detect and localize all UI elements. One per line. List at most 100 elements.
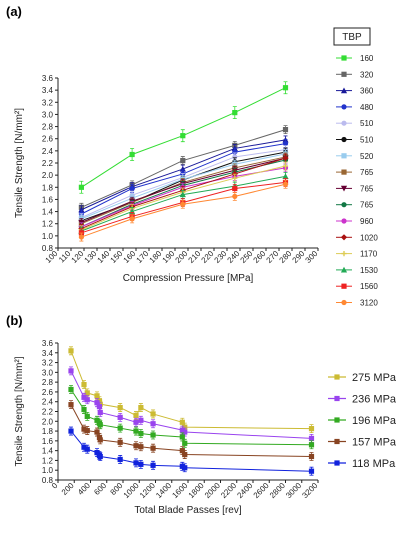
a-legend-marker [340, 87, 348, 94]
a-y-tick-label: 2.6 [42, 135, 54, 144]
b-data-point [138, 404, 144, 411]
b-data-point [133, 460, 139, 466]
a-y-tick-label: 1.8 [42, 183, 54, 192]
a-legend-label: 765 [360, 184, 374, 193]
b-legend-label: 157 MPa [352, 437, 397, 449]
b-legend-item: 118 MPa [328, 458, 396, 470]
a-legend-marker [341, 251, 347, 257]
b-x-tick-label: 2800 [268, 481, 287, 500]
b-data-point [182, 465, 188, 471]
b-legend-item: 196 MPa [328, 415, 397, 427]
b-y-tick-label: 0.8 [42, 476, 54, 485]
b-data-point [97, 437, 103, 443]
a-data-point [282, 85, 289, 91]
b-y-tick-label: 2.2 [42, 408, 54, 417]
b-y-tick-label: 3.2 [42, 359, 54, 368]
a-legend-label: 1170 [360, 250, 378, 259]
b-data-point [94, 400, 100, 406]
b-series-236 MPa [68, 366, 315, 443]
b-legend: 275 MPa 236 MPa 196 MPa 157 MPa 118 MPa [328, 372, 397, 470]
a-data-point [282, 163, 289, 169]
a-y-axis-title: Tensile Strength [N/mm²] [14, 108, 25, 218]
b-x-tick-label: 2200 [219, 481, 238, 500]
b-y-tick-label: 2.6 [42, 388, 54, 397]
a-data-point [232, 175, 238, 181]
b-y-tick-label: 1.4 [42, 447, 54, 456]
a-legend-item: 360 [336, 87, 374, 96]
b-data-point [182, 451, 188, 458]
a-legend-marker [341, 136, 347, 143]
a-legend: TBP 160 320 360 480 510 510 520 765 765 765 960 1020… [333, 27, 378, 308]
b-data-point [97, 409, 103, 416]
b-y-tick-label: 1.8 [42, 427, 54, 436]
b-data-point [68, 402, 74, 408]
a-legend-marker [341, 104, 347, 110]
a-legend-marker [341, 283, 347, 289]
b-legend-marker [334, 460, 340, 466]
b-x-axis-title: Total Blade Passes [rev] [134, 505, 241, 516]
a-legend-item: 765 [336, 168, 374, 177]
a-data-point [179, 191, 186, 198]
a-y-tick-label: 1.0 [42, 232, 54, 241]
a-legend-item: 765 [336, 201, 374, 210]
a-legend-marker [341, 153, 347, 159]
b-data-point [117, 456, 123, 463]
b-data-point [68, 386, 74, 393]
a-legend-label: 480 [360, 103, 374, 112]
b-data-point [308, 426, 315, 432]
b-data-point [133, 443, 139, 449]
a-legend-label: 960 [360, 217, 374, 226]
b-data-point [84, 427, 90, 434]
a-legend-item: 765 [336, 184, 374, 193]
b-data-point [94, 429, 100, 435]
a-data-point [232, 110, 238, 116]
a-legend-item: 510 [336, 119, 374, 128]
b-x-tick-label: 1200 [138, 481, 157, 500]
a-legend-item: 960 [336, 217, 374, 226]
a-legend-item: 520 [336, 152, 374, 161]
b-data-point [117, 439, 123, 445]
a-legend-label: 765 [360, 201, 374, 210]
b-data-point [81, 426, 87, 432]
a-data-point [78, 206, 85, 213]
b-legend-marker [334, 438, 340, 445]
b-x-tick-label: 3200 [300, 481, 319, 500]
b-y-tick-label: 1.0 [42, 466, 54, 475]
a-series-160 [78, 81, 289, 194]
b-data-point [68, 368, 74, 374]
b-series-118 MPa [68, 426, 315, 476]
a-data-point [129, 216, 135, 222]
a-legend-marker [340, 185, 348, 192]
b-data-point [308, 435, 315, 442]
a-legend-marker [341, 218, 347, 224]
a-legend-label: 360 [360, 87, 374, 96]
a-legend-item: 480 [336, 103, 374, 112]
b-x-tick-label: 200 [60, 481, 76, 497]
a-data-point [129, 185, 135, 192]
b-legend-label: 236 MPa [352, 394, 397, 406]
b-data-point [308, 468, 315, 474]
b-data-point [182, 424, 188, 430]
a-legend-label: 1020 [360, 233, 378, 242]
a-y-tick-label: 3.4 [42, 86, 54, 95]
b-legend-label: 196 MPa [352, 415, 397, 427]
b-data-point [179, 448, 185, 454]
b-legend-label: 275 MPa [352, 372, 397, 384]
b-data-point [182, 440, 188, 446]
a-y-tick-label: 0.8 [42, 244, 54, 253]
a-data-point [78, 234, 84, 240]
a-data-point [129, 151, 135, 158]
b-data-point [138, 430, 144, 437]
b-legend-label: 118 MPa [352, 458, 396, 470]
b-x-tick-label: 2600 [252, 481, 271, 500]
a-data-point [282, 181, 289, 187]
a-y-tick-label: 3.6 [42, 74, 54, 83]
b-data-point [81, 444, 87, 450]
b-y-axis-title: Tensile Strength [N/mm²] [14, 356, 25, 466]
b-x-tick-label: 1400 [154, 481, 173, 500]
a-legend-marker [341, 71, 347, 77]
b-x-tick-label: 400 [76, 481, 92, 497]
b-y-tick-label: 3.6 [42, 339, 54, 348]
b-data-point [117, 404, 123, 411]
